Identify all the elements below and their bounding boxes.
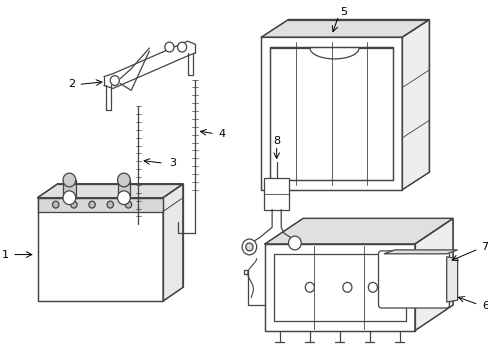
- Text: 2: 2: [67, 80, 75, 90]
- FancyBboxPatch shape: [378, 251, 448, 308]
- Polygon shape: [261, 37, 401, 190]
- Text: 3: 3: [169, 158, 176, 168]
- Polygon shape: [38, 184, 183, 198]
- Circle shape: [117, 173, 130, 187]
- Circle shape: [288, 236, 301, 250]
- Circle shape: [71, 201, 77, 208]
- Circle shape: [164, 42, 174, 52]
- Text: 5: 5: [340, 6, 346, 17]
- Polygon shape: [264, 219, 452, 244]
- Circle shape: [63, 191, 76, 204]
- Bar: [117, 180, 130, 198]
- Text: 1: 1: [1, 249, 8, 260]
- Text: 6: 6: [481, 301, 488, 311]
- Circle shape: [367, 282, 377, 292]
- Polygon shape: [401, 19, 428, 190]
- Text: 8: 8: [273, 136, 280, 145]
- Text: 4: 4: [218, 129, 225, 139]
- Circle shape: [107, 201, 113, 208]
- Polygon shape: [414, 219, 452, 330]
- Polygon shape: [38, 184, 183, 198]
- Circle shape: [245, 243, 252, 251]
- Circle shape: [117, 191, 130, 204]
- Polygon shape: [264, 244, 414, 330]
- Polygon shape: [38, 198, 163, 301]
- Circle shape: [242, 239, 256, 255]
- Circle shape: [89, 201, 95, 208]
- Text: 7: 7: [480, 242, 488, 252]
- Polygon shape: [261, 19, 428, 37]
- Polygon shape: [383, 250, 457, 254]
- Polygon shape: [163, 184, 183, 301]
- Circle shape: [52, 201, 59, 208]
- Polygon shape: [38, 198, 163, 212]
- Circle shape: [125, 201, 131, 208]
- Circle shape: [305, 282, 314, 292]
- Polygon shape: [270, 47, 392, 180]
- Bar: [63, 180, 76, 198]
- Circle shape: [63, 173, 76, 187]
- Polygon shape: [446, 257, 457, 302]
- Circle shape: [177, 42, 186, 52]
- Circle shape: [342, 282, 351, 292]
- Bar: [264, 178, 289, 210]
- Circle shape: [110, 76, 119, 85]
